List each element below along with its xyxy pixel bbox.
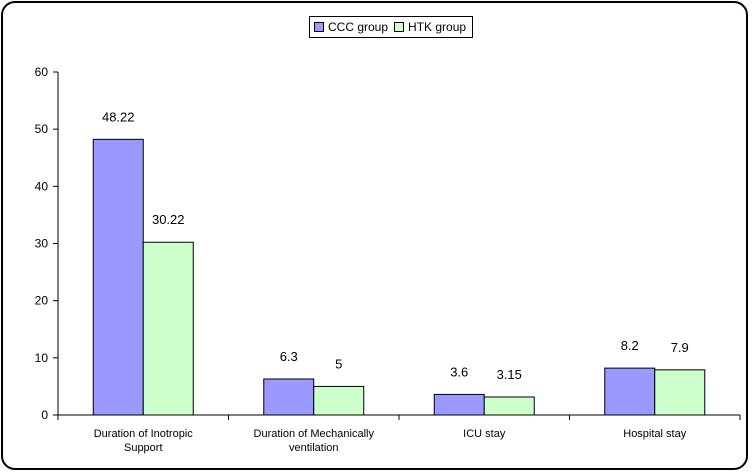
x-category-label: Duration of Mechanically ventilation [229, 427, 399, 455]
bar-ccc [92, 138, 144, 416]
y-tick-label: 30 [35, 237, 49, 251]
y-tick-label: 60 [35, 65, 49, 79]
bar-ccc [433, 393, 485, 416]
data-label: 3.6 [450, 364, 468, 379]
data-label: 5 [335, 356, 342, 371]
data-label: 48.22 [102, 109, 135, 124]
bar-htk [142, 241, 194, 416]
legend-label-htk: HTK group [408, 20, 467, 34]
x-category-label-line: Hospital stay [623, 428, 687, 440]
legend-item-ccc: CCC group [314, 20, 388, 34]
x-category-label-line: ventilation [288, 442, 339, 454]
data-label: 30.22 [152, 212, 185, 227]
legend-swatch-htk [394, 22, 405, 32]
y-tick-label: 0 [41, 408, 48, 422]
y-tick-label: 40 [35, 179, 49, 193]
y-tick-label: 10 [35, 351, 49, 365]
x-category-label: ICU stay [399, 427, 569, 441]
bar-htk [483, 396, 535, 416]
y-tick-label: 20 [35, 294, 49, 308]
data-label: 7.9 [671, 340, 689, 355]
legend-swatch-ccc [314, 22, 324, 32]
data-label: 8.2 [621, 338, 639, 353]
x-category-label-line: ICU stay [463, 428, 506, 440]
legend-item-htk: HTK group [394, 20, 466, 34]
data-label: 3.15 [497, 367, 522, 382]
bar-ccc [263, 378, 315, 416]
chart-legend: CCC group HTK group [309, 16, 474, 38]
y-tick-label: 50 [35, 122, 49, 136]
data-label: 6.3 [280, 349, 298, 364]
x-category-label: Duration of Inotropic Support [58, 427, 228, 455]
bar-htk [654, 369, 706, 416]
x-category-label-line: Duration of Inotropic [93, 428, 193, 440]
legend-label-ccc: CCC group [328, 20, 389, 34]
x-category-label-line: Support [123, 442, 163, 454]
x-category-label: Hospital stay [570, 427, 740, 441]
x-category-label-line: Duration of Mechanically [253, 428, 374, 440]
bar-ccc [604, 367, 656, 416]
bar-htk [313, 385, 365, 416]
